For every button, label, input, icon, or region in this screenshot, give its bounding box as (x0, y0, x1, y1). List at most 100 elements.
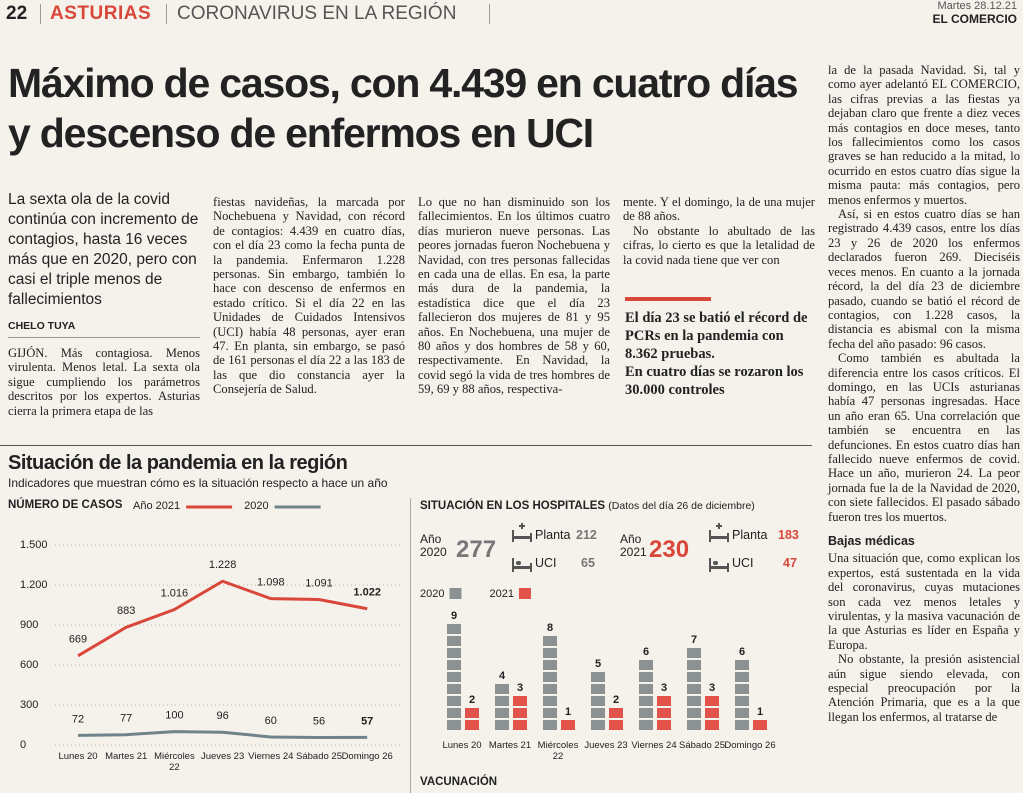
headline: Máximo de casos, con 4.439 en cuatro día… (8, 60, 799, 156)
data-label: 1.022 (353, 587, 381, 599)
data-label: 100 (165, 710, 183, 722)
bar (639, 658, 653, 730)
hospital-total: 277 (456, 536, 497, 563)
data-label: 6 (739, 646, 745, 658)
data-label: 77 (120, 713, 132, 725)
separator (489, 4, 490, 24)
data-label: 1.091 (305, 577, 333, 589)
paragraph: la de la pasada Navidad. Si, tal y como … (828, 63, 1020, 207)
footer-heading: VACUNACIÓN (420, 776, 498, 788)
bar (609, 706, 623, 730)
data-label: 56 (313, 715, 325, 727)
y-tick-label: 1.200 (20, 579, 48, 591)
ward-label: Planta (732, 528, 768, 542)
column: mente. Y el domingo, la de una mujer de … (623, 195, 815, 267)
bar (561, 718, 575, 730)
pullquote-line: El día 23 se batió el récord de PCRs en … (625, 310, 808, 362)
bar (705, 694, 719, 730)
data-label: 72 (72, 713, 84, 725)
hospital-year: Año 2020 (420, 532, 447, 559)
separator (40, 4, 41, 24)
x-tick-label: Lunes 20 (442, 740, 482, 751)
data-label: 3 (517, 682, 523, 694)
pullquote-bar (625, 297, 711, 301)
chart-subtitle: (Datos del día 26 de diciembre) (608, 500, 755, 512)
data-label: 96 (216, 710, 228, 722)
data-label: 883 (117, 605, 135, 617)
infographic-title: Situación de la pandemia en la región (8, 452, 348, 474)
infographic-subtitle: Indicadores que muestran cómo es la situ… (8, 476, 388, 490)
x-tick-label: Jueves 23 (584, 740, 628, 751)
bed-icon (512, 523, 532, 542)
bar (543, 634, 557, 730)
bed-icon (512, 558, 532, 572)
pullquote: El día 23 se batió el récord de PCRs en … (625, 309, 815, 399)
x-tick-label: Miércoles 22 (154, 751, 195, 773)
bar (735, 658, 749, 730)
paragraph: mente. Y el domingo, la de una mujer de … (623, 195, 815, 224)
data-label: 8 (547, 622, 553, 634)
x-tick-label: Sábado 25 (679, 740, 725, 751)
bed-icons (512, 523, 729, 572)
paper-name: EL COMERCIO (932, 12, 1017, 26)
chart-title: NÚMERO DE CASOS (8, 499, 123, 511)
subsection: CORONAVIRUS EN LA REGIÓN (177, 3, 457, 24)
data-label: 2 (469, 694, 475, 706)
data-label: 3 (709, 682, 715, 694)
column: GIJÓN. Más contagiosa. Menos virulenta. … (8, 346, 200, 418)
data-label: 6 (643, 646, 649, 658)
legend-label: 2021 (489, 588, 513, 600)
legend-swatch (449, 588, 462, 599)
ward-value: 183 (778, 528, 799, 542)
section: ASTURIAS (50, 3, 152, 24)
icu-label: UCI (732, 556, 754, 570)
ward-label: Planta (535, 528, 571, 542)
x-tick-label: Domingo 26 (341, 751, 393, 762)
paragraph: No obstante lo abultado de las cifras, l… (623, 223, 815, 267)
paragraph: Así, si en estos cuatro días se han regi… (828, 207, 1020, 351)
data-label: 1.098 (257, 577, 285, 589)
paragraph: fiestas navideñas, la marcada por Nocheb… (213, 195, 405, 397)
data-label: 2 (613, 694, 619, 706)
y-tick-label: 300 (20, 699, 38, 711)
legend-label: 2020 (244, 500, 268, 512)
y-tick-label: 600 (20, 659, 38, 671)
bar (753, 718, 767, 730)
bar (513, 694, 527, 730)
separator (166, 4, 167, 24)
x-tick-label: Martes 21 (488, 740, 532, 751)
x-tick-label: Jueves 23 (200, 751, 245, 762)
data-line (77, 730, 368, 740)
data-label: 60 (265, 715, 277, 727)
x-tick-label: Domingo 26 (724, 740, 776, 751)
rule (8, 337, 200, 338)
hospital-year: Año 2021 (620, 532, 647, 559)
bed-icon (709, 523, 729, 542)
column: Lo que no han disminuido son los falleci… (418, 195, 610, 397)
hospital-total: 230 (649, 536, 690, 563)
bar (447, 622, 461, 730)
byline: CHELO TUYA (8, 320, 76, 332)
page-number: 22 (6, 3, 28, 24)
right-column: la de la pasada Navidad. Si, tal y como … (828, 63, 1020, 724)
rule (0, 445, 812, 446)
divider (410, 498, 411, 793)
data-label: 1 (757, 706, 763, 718)
data-label: 7 (691, 634, 697, 646)
data-label: 3 (661, 682, 667, 694)
lede: La sexta ola de la covid continúa con in… (8, 191, 199, 308)
legend-swatch (518, 588, 531, 599)
icu-value: 47 (783, 556, 797, 570)
legend-label: Año 2021 (133, 500, 180, 512)
chart-heading: SITUACIÓN EN LOS HOSPITALES (Datos del d… (420, 500, 755, 512)
data-label: 1 (565, 706, 571, 718)
bar (465, 706, 479, 730)
icu-label: UCI (535, 556, 557, 570)
data-label: 1.228 (209, 559, 237, 571)
x-tick-label: Viernes 24 (631, 740, 677, 751)
data-line (77, 579, 368, 658)
bed-icon (709, 558, 729, 572)
data-label: 57 (361, 715, 373, 727)
paragraph: Como también es abultada la diferencia e… (828, 351, 1020, 524)
paragraph: Lo que no han disminuido son los falleci… (418, 195, 610, 397)
